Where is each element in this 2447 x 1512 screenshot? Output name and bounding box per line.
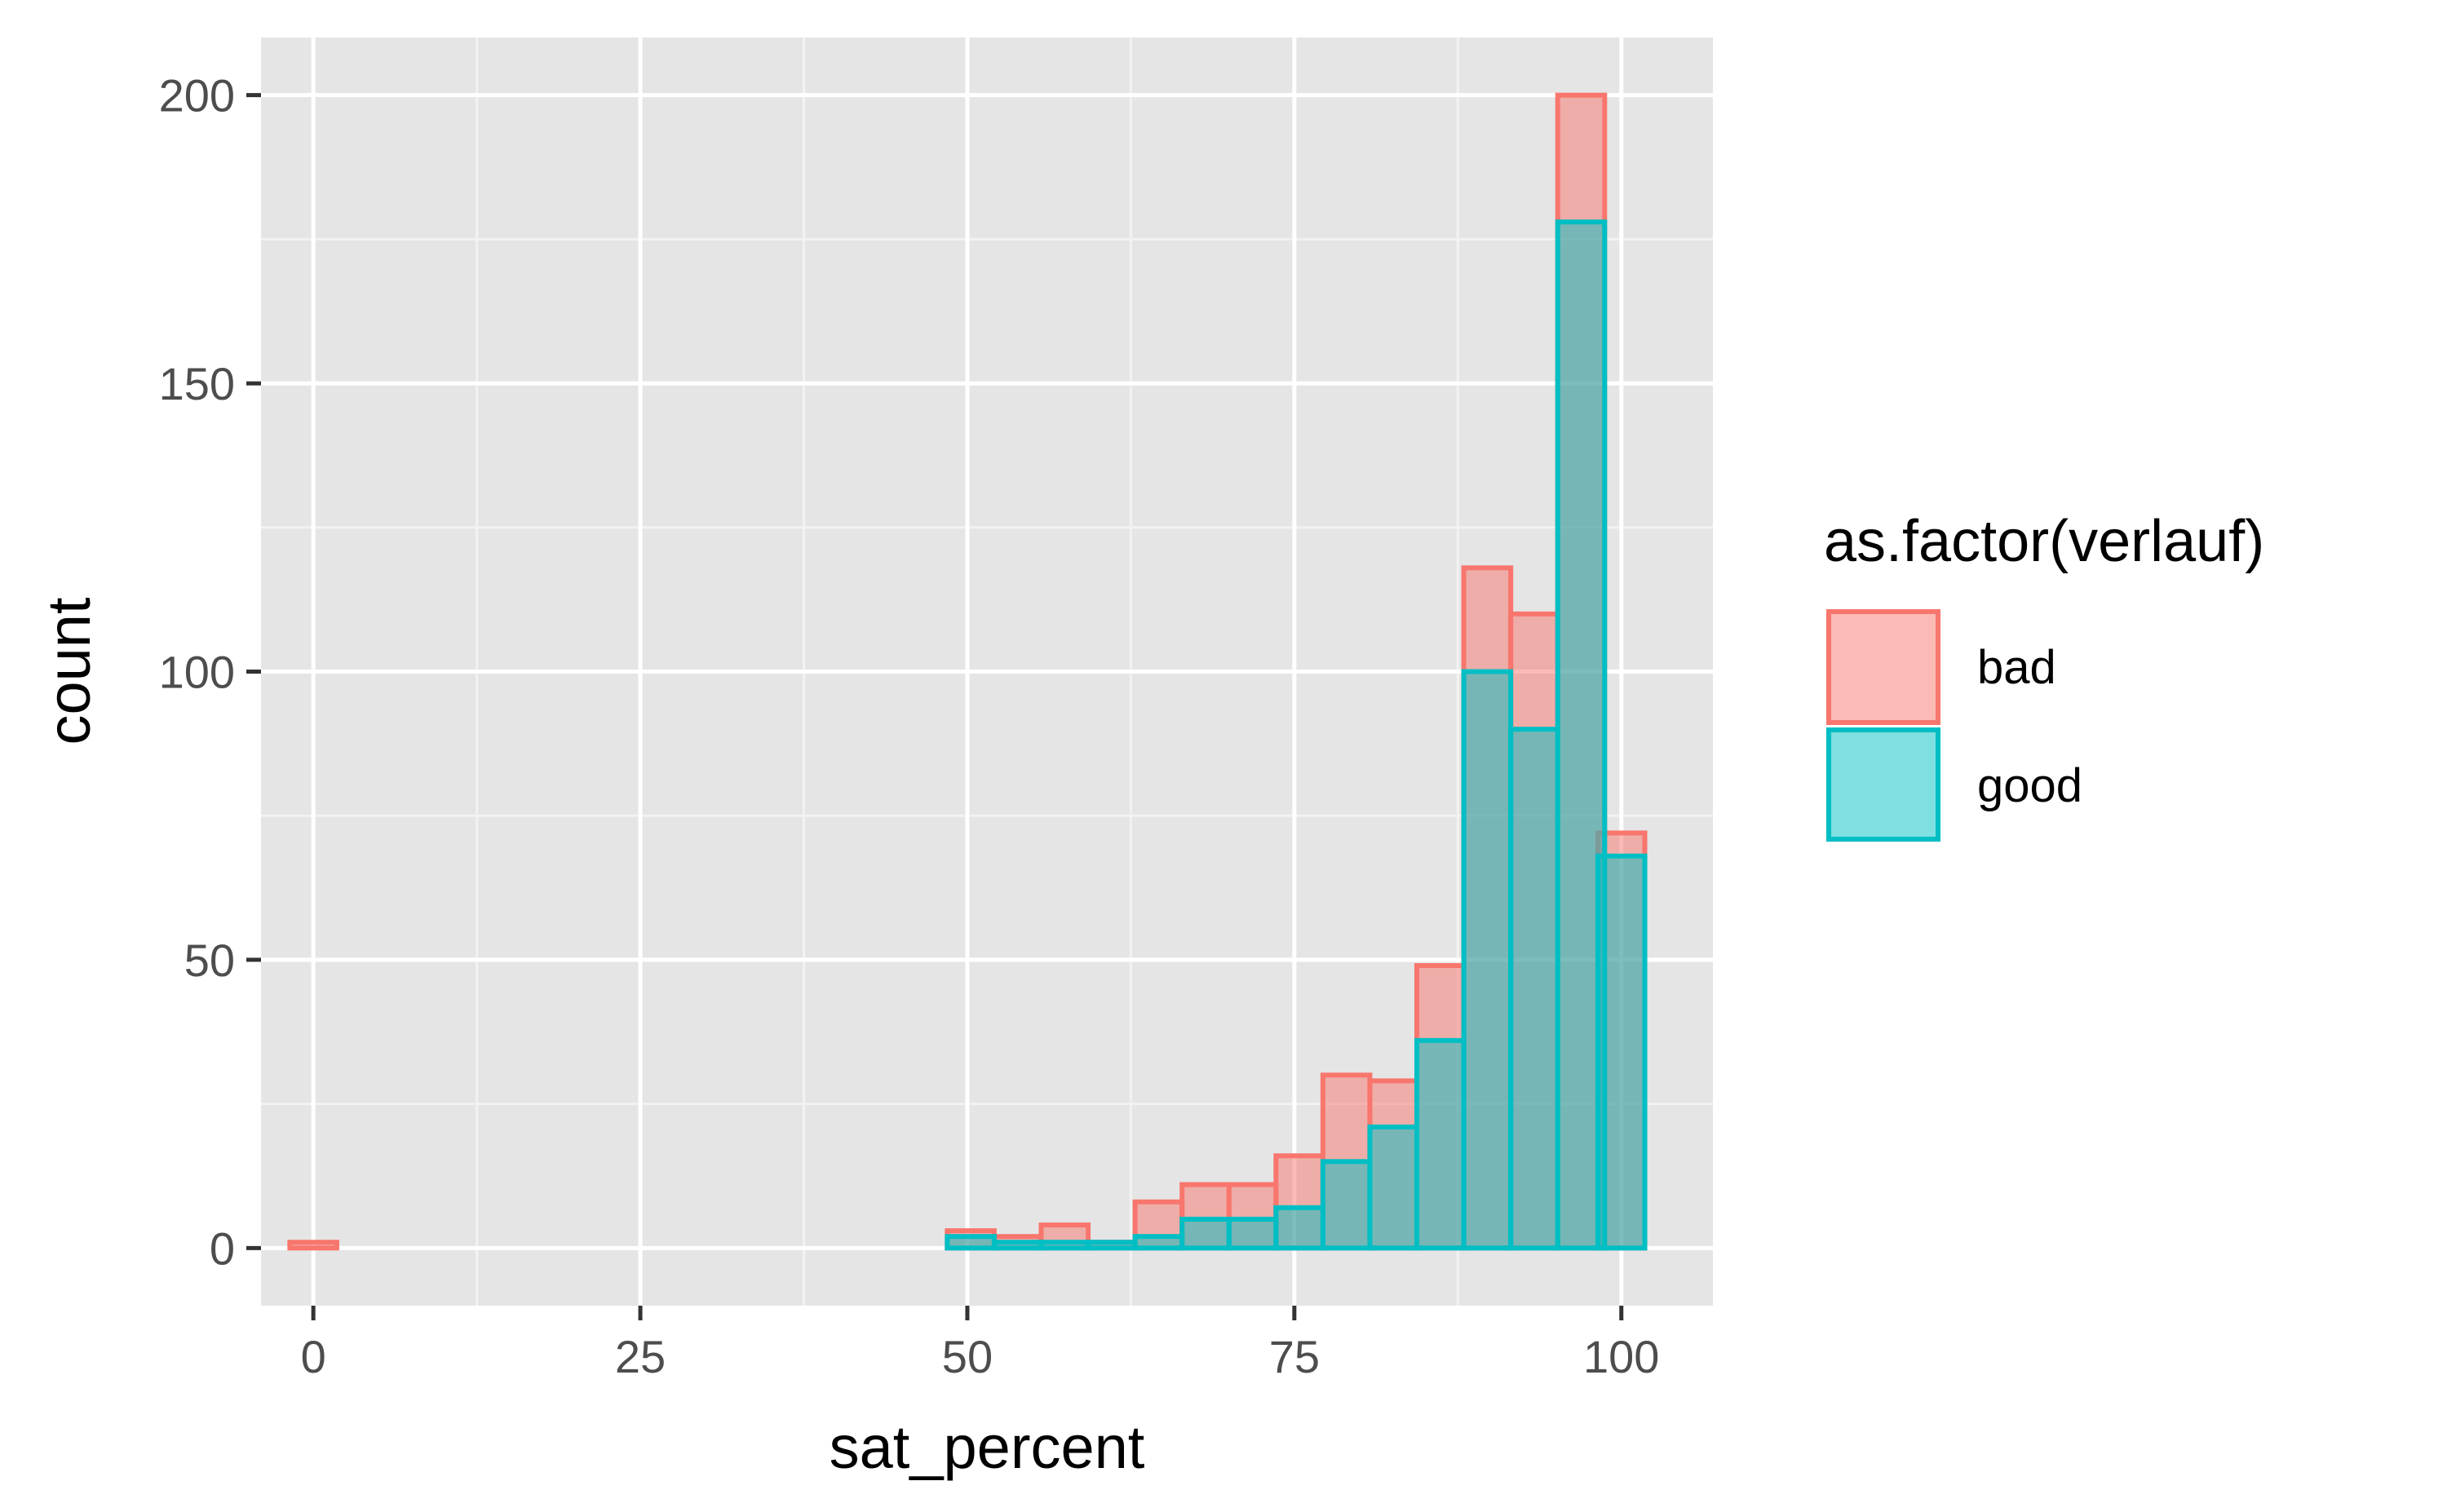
bar-good xyxy=(991,1240,1044,1251)
bar-good xyxy=(1273,1205,1325,1251)
bar-good xyxy=(1595,853,1648,1251)
y-tick-label: 50 xyxy=(184,935,235,986)
bar-bad xyxy=(287,1240,339,1251)
legend-title: as.factor(verlauf) xyxy=(1824,509,2264,574)
y-tick-label: 200 xyxy=(159,70,235,122)
x-axis: 0 25 50 75 100 xyxy=(301,1306,1659,1382)
x-axis-title: sat_percent xyxy=(830,1413,1145,1481)
y-axis-title: count xyxy=(35,597,103,745)
bar-good xyxy=(945,1234,997,1251)
x-tick-label: 75 xyxy=(1269,1331,1320,1382)
legend-label-good: good xyxy=(1977,759,2082,812)
legend: as.factor(verlauf) bad good xyxy=(1824,509,2264,842)
x-tick-label: 0 xyxy=(301,1331,326,1382)
x-tick-label: 25 xyxy=(615,1331,666,1382)
y-tick-label: 150 xyxy=(159,358,235,409)
x-tick-label: 50 xyxy=(942,1331,993,1382)
bar-good xyxy=(1179,1216,1232,1251)
series-good-bars xyxy=(945,219,1648,1251)
x-tick-label: 100 xyxy=(1583,1331,1659,1382)
bar-good xyxy=(1320,1159,1373,1251)
bar-good xyxy=(1367,1124,1420,1251)
y-axis: 0 50 100 150 200 xyxy=(159,70,261,1274)
bar-good xyxy=(1226,1216,1279,1251)
bar-good xyxy=(1086,1240,1138,1251)
legend-label-bad: bad xyxy=(1977,641,2056,694)
legend-key-bad xyxy=(1826,609,1940,725)
y-tick-label: 0 xyxy=(210,1222,235,1274)
bar-good xyxy=(1414,1037,1467,1251)
y-tick-label: 100 xyxy=(159,647,235,698)
bar-good xyxy=(1038,1240,1091,1251)
legend-key-good xyxy=(1826,727,1940,842)
bar-good xyxy=(1132,1234,1185,1251)
bar-good xyxy=(1461,669,1514,1251)
bar-good xyxy=(1508,727,1560,1251)
